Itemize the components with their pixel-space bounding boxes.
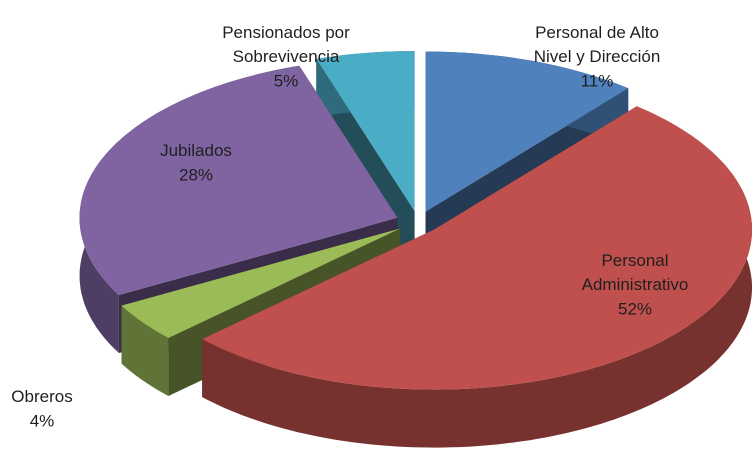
slice-value-label: 28%: [179, 165, 213, 184]
slice-label: Jubilados: [160, 141, 232, 160]
slice-wall: [202, 106, 752, 448]
slice-label: Personal de Alto Nivel y Dirección: [534, 23, 661, 66]
slice-top: [316, 51, 415, 212]
slice-value-label: 5%: [274, 71, 299, 90]
slice-label: Obreros: [11, 387, 72, 406]
slice-top: [121, 228, 401, 338]
slice-label: Personal Administrativo: [582, 251, 689, 294]
pie-slice: [202, 106, 752, 448]
slice-top: [425, 51, 629, 212]
slice-side: [121, 228, 401, 364]
slice-value-label: 4%: [30, 411, 55, 430]
slice-top: [79, 65, 398, 295]
slice-top: [202, 106, 752, 390]
slice-wall: [121, 305, 169, 396]
slice-value-label: 52%: [618, 299, 652, 318]
slice-label: Pensionados por Sobrevivencia: [222, 23, 350, 66]
slice-value-label: 11%: [581, 71, 614, 90]
